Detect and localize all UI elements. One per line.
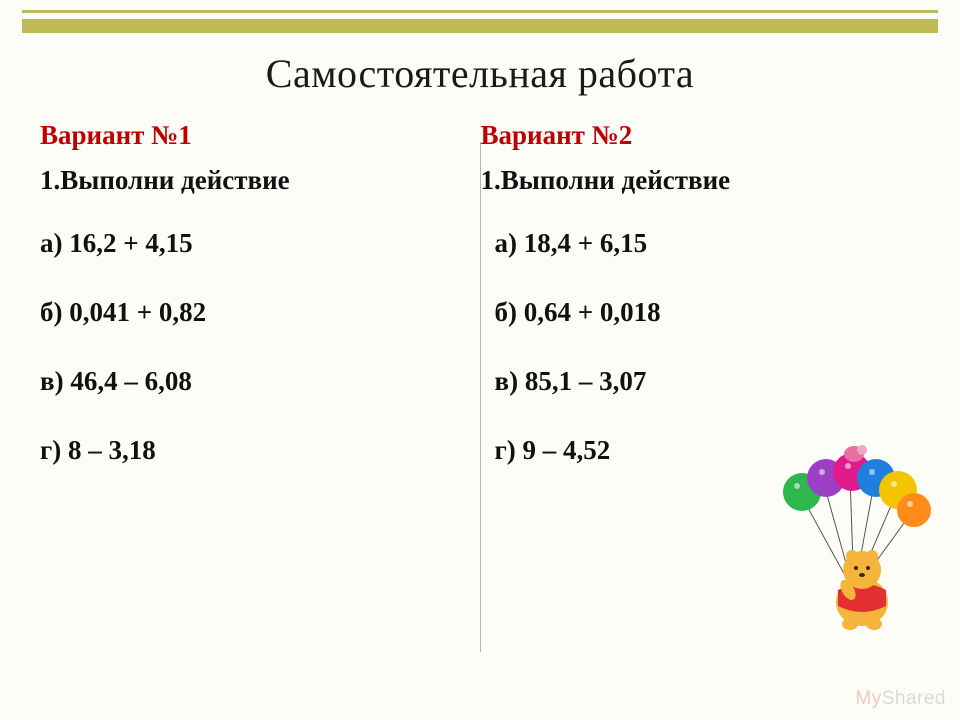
- v2-item-v: в) 85,1 – 3,07: [495, 366, 909, 397]
- clipart-bear-balloons: [762, 442, 932, 632]
- v1-item-a: а) 16,2 + 4,15: [40, 228, 468, 259]
- v1-item-g: г) 8 – 3,18: [40, 435, 468, 466]
- v1-item-b: б) 0,041 + 0,82: [40, 297, 468, 328]
- v1-item-v: в) 46,4 – 6,08: [40, 366, 468, 397]
- variant-1-instruction: 1.Выполни действие: [40, 165, 468, 196]
- variant-1-header: Вариант №1: [40, 120, 468, 151]
- v2-item-b: б) 0,64 + 0,018: [495, 297, 909, 328]
- watermark: MyShared: [855, 688, 946, 710]
- variant-1-column: Вариант №1 1.Выполни действие а) 16,2 + …: [40, 120, 480, 690]
- header-accent-band: [0, 0, 960, 48]
- accent-line-thin: [22, 10, 938, 13]
- variant-2-instruction: 1.Выполни действие: [481, 165, 909, 196]
- v2-item-a: а) 18,4 + 6,15: [495, 228, 909, 259]
- slide-title: Самостоятельная работа: [0, 50, 960, 97]
- accent-line-thick: [22, 19, 938, 33]
- watermark-prefix: My: [855, 688, 881, 709]
- variant-2-header: Вариант №2: [481, 120, 909, 151]
- watermark-suffix: Shared: [882, 688, 946, 709]
